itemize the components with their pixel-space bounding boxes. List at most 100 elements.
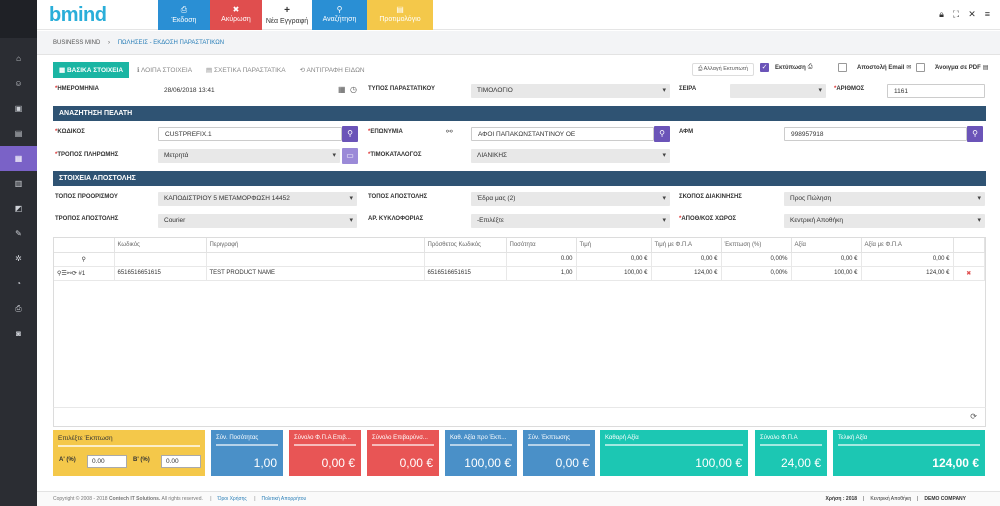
- customer-name-search-button[interactable]: ⚲: [654, 126, 670, 142]
- column-header[interactable]: Πρόσθετος Κωδικός: [424, 238, 507, 253]
- number-field[interactable]: 1161: [887, 84, 985, 98]
- clock-icon[interactable]: ◷: [350, 85, 357, 94]
- chart-icon[interactable]: ◔: [16, 279, 21, 288]
- home-icon[interactable]: ⌂: [16, 54, 21, 63]
- warehouse-select[interactable]: Κεντρική Αποθήκη: [784, 214, 985, 228]
- privacy-link[interactable]: Πολιτική Απορρήτου: [261, 496, 307, 502]
- calendar-icon[interactable]: ▥: [14, 179, 23, 188]
- menu-add-icon[interactable]: ≡: [984, 9, 990, 19]
- search-icon[interactable]: ⚲: [57, 270, 62, 277]
- tab-basic[interactable]: ▦ ΒΑΣΙΚΑ ΣΤΟΙΧΕΙΑ: [53, 62, 130, 78]
- cell-code[interactable]: 6516516651615: [114, 266, 207, 281]
- search-icon[interactable]: ⚲: [54, 252, 115, 267]
- name-label: *ΕΠΩΝΥΜΙΑ: [368, 129, 403, 135]
- series-label: ΣΕΙΡΑ: [679, 86, 697, 92]
- dest-select[interactable]: ΚΑΠΟΔΙΣΤΡΙΟΥ 5 ΜΕΤΑΜΟΡΦΩΣΗ 14452: [158, 192, 357, 206]
- cell-desc[interactable]: TEST PRODUCT NAME: [206, 266, 425, 281]
- cell-qty[interactable]: 1,00: [506, 266, 577, 281]
- terms-link[interactable]: Όροι Χρήσης: [217, 496, 247, 502]
- cell-discount[interactable]: 0,00%: [721, 266, 792, 281]
- draft-invoice-button[interactable]: ▤ Πρoτιμολόγιο: [367, 0, 433, 30]
- method-select[interactable]: Courier: [158, 214, 357, 228]
- link-icon[interactable]: ⚯: [446, 127, 453, 136]
- vat-label: ΑΦΜ: [679, 129, 694, 135]
- pricelist-select[interactable]: ΛΙΑΝΙΚΗΣ: [471, 149, 670, 163]
- vat-search-button[interactable]: ⚲: [967, 126, 983, 142]
- lock-icon[interactable]: 🔒︎: [939, 9, 944, 19]
- column-header[interactable]: Ποσότητα: [506, 238, 577, 253]
- payment-select[interactable]: Μετρητά: [158, 149, 340, 163]
- delete-row-icon[interactable]: ✖: [953, 266, 985, 281]
- email-checkbox[interactable]: [838, 63, 847, 72]
- column-header[interactable]: Κωδικός: [114, 238, 207, 253]
- column-header[interactable]: Τιμή με Φ.Π.Α: [651, 238, 722, 253]
- pricelist-label: *ΤΙΜΟΚΑΤΑΛΟΓΟΣ: [368, 152, 422, 158]
- filter-cell[interactable]: [424, 252, 507, 267]
- discount-b-input[interactable]: 0.00: [161, 455, 201, 468]
- refresh-icon[interactable]: ⟳: [71, 270, 77, 277]
- pdf-checkbox[interactable]: [916, 63, 925, 72]
- column-header[interactable]: Αξία με Φ.Π.Α: [861, 238, 954, 253]
- filter-cell[interactable]: 0,00 €: [576, 252, 652, 267]
- date-field[interactable]: 28/06/2018 13:41: [158, 84, 336, 98]
- plate-select[interactable]: -Επιλέξτε: [471, 214, 670, 228]
- table-row[interactable]: ⚲☰⚯⟳ #1 6516516651615 TEST PRODUCT NAME …: [54, 266, 985, 281]
- cell-value[interactable]: 100,00 €: [791, 266, 862, 281]
- change-printer-button[interactable]: ⎙ Αλλαγή Εκτυπωτή: [692, 63, 754, 76]
- tab-related[interactable]: ▤ ΣΧΕΤΙΚΑ ΠΑΡΑΣΤΑΤΙΚΑ: [206, 67, 286, 74]
- tools-icon[interactable]: ✎: [15, 229, 22, 238]
- column-header[interactable]: Περιγραφή: [206, 238, 425, 253]
- purpose-select[interactable]: Προς Πώληση: [784, 192, 985, 206]
- series-select[interactable]: [730, 84, 826, 98]
- discount-panel: Επιλέξτε Έκπτωση Α' (%) 0.00 Β' (%) 0.00: [53, 430, 205, 476]
- search-button[interactable]: ⚲ Αναζήτηση: [312, 0, 367, 30]
- filter-cell[interactable]: [114, 252, 207, 267]
- vat-input[interactable]: 998957918: [784, 127, 967, 141]
- column-header[interactable]: Έκπτωση (%): [721, 238, 792, 253]
- discount-a-input[interactable]: 0.00: [87, 455, 127, 468]
- cell-extra-code[interactable]: 6516516651615: [424, 266, 507, 281]
- origin-select[interactable]: Έδρα μας (2): [471, 192, 670, 206]
- print-checkbox[interactable]: ✓: [760, 63, 769, 72]
- filter-cell[interactable]: 0,00 €: [651, 252, 722, 267]
- link-icon[interactable]: ⚯: [66, 270, 72, 277]
- email-option: Αποστολή Email ✉: [838, 63, 911, 72]
- payment-card-button[interactable]: ▭: [342, 148, 358, 164]
- customer-code-input[interactable]: CUSTPREFIX.1: [158, 127, 342, 141]
- print-icon[interactable]: ⎙: [15, 303, 22, 313]
- top-right-icons: 🔒︎ ⛶ ✕ ≡: [939, 9, 990, 20]
- cancel-button[interactable]: ✖ Ακύρωση: [210, 0, 262, 30]
- column-header[interactable]: Τιμή: [576, 238, 652, 253]
- tab-other[interactable]: ℹ ΛΟΙΠΑ ΣΤΟΙΧΕΙΑ: [137, 67, 193, 74]
- inventory-icon[interactable]: ▤: [14, 129, 23, 138]
- close-icon[interactable]: ✕: [968, 9, 976, 19]
- refresh-icon[interactable]: ⟳: [970, 412, 977, 421]
- reports-icon[interactable]: ◩: [14, 204, 23, 213]
- cell-value-vat[interactable]: 124,00 €: [861, 266, 954, 281]
- filter-cell[interactable]: 0,00 €: [861, 252, 954, 267]
- new-record-button[interactable]: + Νέα Εγγραφή: [262, 0, 312, 30]
- fullscreen-icon[interactable]: ⛶: [952, 9, 960, 19]
- doc-type-select[interactable]: ΤΙΜΟΛΟΓΙΟ: [471, 84, 670, 98]
- documents-icon[interactable]: ▦: [0, 146, 37, 171]
- filter-cell[interactable]: 0,00 €: [791, 252, 862, 267]
- list-icon[interactable]: ☰: [61, 270, 67, 277]
- filter-cell[interactable]: 0.00: [506, 252, 577, 267]
- issue-button[interactable]: ⎙ Έκδοση: [158, 0, 210, 30]
- contacts-icon[interactable]: ▣: [14, 104, 23, 113]
- customer-code-search-button[interactable]: ⚲: [342, 126, 358, 142]
- grid-icon: ▦: [59, 67, 67, 74]
- breadcrumb-root[interactable]: BUSINESS MIND: [53, 40, 101, 46]
- filter-cell[interactable]: [206, 252, 425, 267]
- breadcrumb: BUSINESS MIND › ΠΩΛΗΣΕΙΣ - ΕΚΔΟΣΗ ΠΑΡΑΣΤ…: [37, 31, 1000, 55]
- archive-icon[interactable]: ◙: [16, 329, 21, 338]
- tab-copy-items[interactable]: ⟲ ΑΝΤΙΓΡΑΦΗ ΕΙΔΩΝ: [299, 67, 365, 74]
- cell-price[interactable]: 100,00 €: [576, 266, 652, 281]
- settings-icon[interactable]: ✲: [15, 254, 22, 263]
- customer-name-input[interactable]: ΑΦΟΙ ΠΑΠΑΚΩΝΣΤΑΝΤΙΝΟΥ ΟΕ: [471, 127, 654, 141]
- users-icon[interactable]: ☺: [14, 79, 23, 88]
- calendar-icon[interactable]: ▦: [338, 85, 346, 94]
- filter-cell[interactable]: 0,00%: [721, 252, 792, 267]
- column-header[interactable]: Αξία: [791, 238, 862, 253]
- cell-price-vat[interactable]: 124,00 €: [651, 266, 722, 281]
